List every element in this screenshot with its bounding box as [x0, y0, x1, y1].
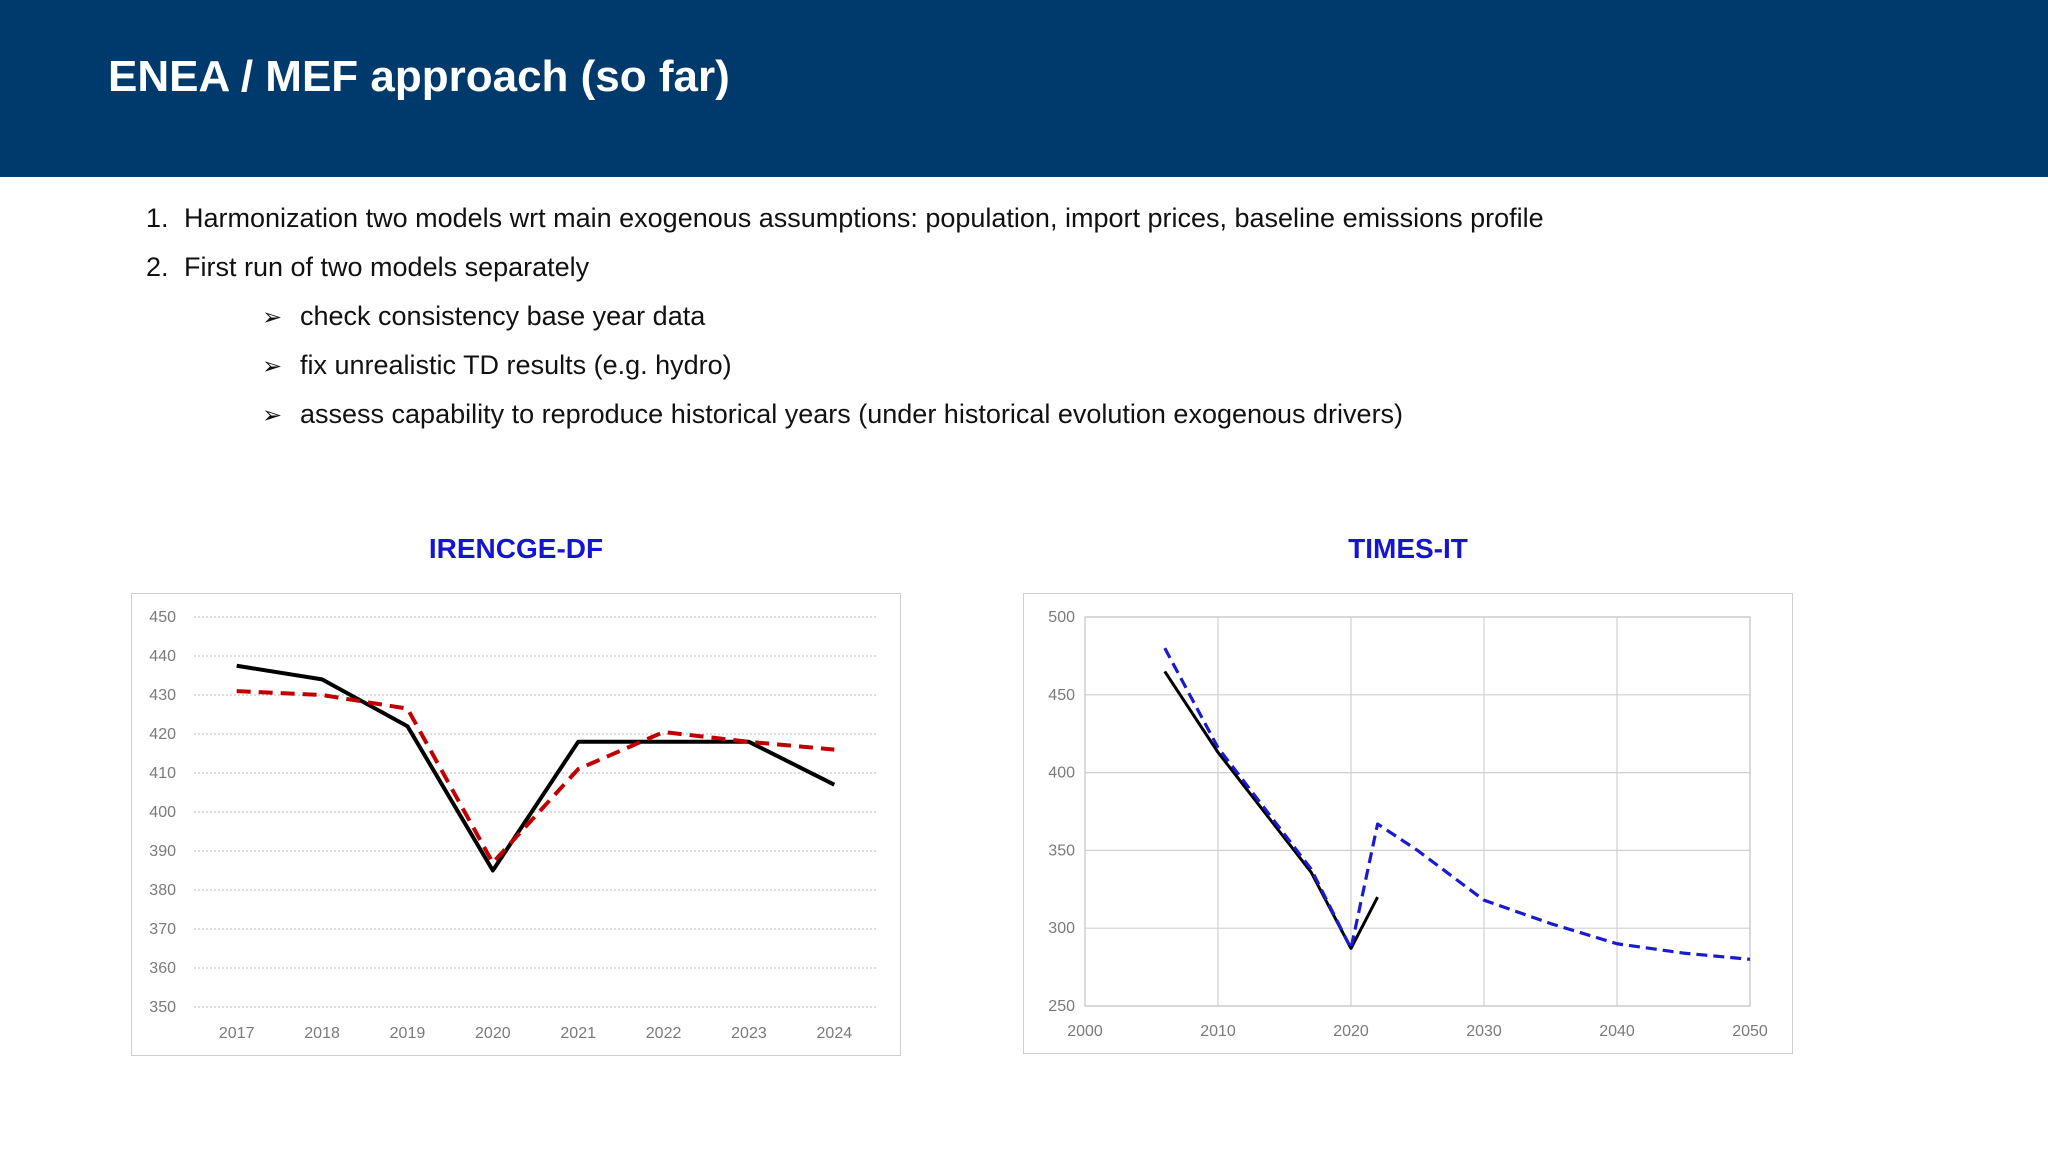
- y-tick-label: 420: [149, 726, 176, 743]
- y-tick-label: 450: [149, 609, 176, 626]
- series-line-black: [1163, 670, 1379, 950]
- sub-bullet-item-1: ➢ check consistency base year data: [262, 301, 705, 332]
- x-tick-label: 2017: [219, 1025, 255, 1042]
- y-tick-label: 370: [149, 921, 176, 938]
- sub-bullet-item-2: ➢ fix unrealistic TD results (e.g. hydro): [262, 350, 732, 381]
- plot-area: [1084, 616, 1751, 1007]
- y-tick-label: 410: [149, 765, 176, 782]
- series-line-blue: [1163, 647, 1751, 961]
- y-tick-label: 360: [149, 960, 176, 977]
- bullet-marker: 1.: [146, 203, 169, 233]
- chart-title-irencge: IRENCGE-DF: [428, 533, 604, 564]
- arrow-bullet-icon: ➢: [262, 353, 283, 380]
- slide-header: ENEA / MEF approach (so far): [0, 0, 2048, 177]
- series-line-red: [236, 689, 835, 865]
- x-tick-label: 2000: [1067, 1023, 1103, 1040]
- arrow-bullet-icon: ➢: [262, 304, 283, 331]
- x-tick-label: 2040: [1599, 1023, 1635, 1040]
- y-tick-label: 440: [149, 648, 176, 665]
- sub-bullet-text: assess capability to reproduce historica…: [300, 399, 1404, 429]
- x-tick-label: 2023: [731, 1025, 767, 1042]
- x-tick-label: 2019: [390, 1025, 426, 1042]
- x-tick-label: 2020: [1333, 1023, 1369, 1040]
- chart-times-svg: 250 300 350 400 450 500 2000 2010 2020 2030 2040 20…: [1048, 609, 1768, 1040]
- x-tick-label: 2010: [1200, 1023, 1236, 1040]
- chart-irencge-svg: 350 360 370 380 390 400 410 420 430 440 450 2017 201…: [149, 609, 877, 1042]
- bullet-marker: 2.: [146, 252, 169, 282]
- x-tick-label: 2020: [475, 1025, 511, 1042]
- sub-bullet-item-3: ➢ assess capability to reproduce historic…: [262, 399, 1403, 430]
- y-tick-label: 450: [1048, 687, 1075, 704]
- arrow-bullet-icon: ➢: [262, 402, 283, 429]
- bullet-text: Harmonization two models wrt main exogen…: [184, 203, 1544, 233]
- bullet-item-2: 2. First run of two models separately: [146, 252, 589, 283]
- sub-bullet-text: fix unrealistic TD results (e.g. hydro): [300, 350, 732, 380]
- y-tick-label: 350: [149, 999, 176, 1016]
- y-tick-label: 430: [149, 687, 176, 704]
- y-tick-label: 400: [149, 804, 176, 821]
- y-tick-label: 400: [1048, 765, 1075, 782]
- slide-title: ENEA / MEF approach (so far): [108, 52, 730, 101]
- x-tick-label: 2050: [1732, 1023, 1768, 1040]
- sub-bullet-text: check consistency base year data: [300, 301, 706, 331]
- x-tick-label: 2024: [817, 1025, 853, 1042]
- y-tick-label: 250: [1048, 998, 1075, 1015]
- x-tick-label: 2021: [560, 1025, 596, 1042]
- chart-irencge: 350 360 370 380 390 400 410 420 430 440 450 2017 201…: [131, 593, 901, 1056]
- y-tick-label: 500: [1048, 609, 1075, 626]
- y-tick-label: 390: [149, 843, 176, 860]
- y-tick-label: 300: [1048, 920, 1075, 937]
- bullet-text: First run of two models separately: [184, 252, 590, 282]
- chart-title-times: TIMES-IT: [1348, 533, 1468, 564]
- x-tick-label: 2030: [1466, 1023, 1502, 1040]
- chart-times: 250 300 350 400 450 500 2000 2010 2020 2030 2040 20…: [1023, 593, 1793, 1054]
- y-tick-label: 350: [1048, 842, 1075, 859]
- y-tick-label: 380: [149, 882, 176, 899]
- x-tick-label: 2018: [304, 1025, 340, 1042]
- x-tick-label: 2022: [646, 1025, 682, 1042]
- bullet-item-1: 1. Harmonization two models wrt main exog…: [146, 203, 1544, 234]
